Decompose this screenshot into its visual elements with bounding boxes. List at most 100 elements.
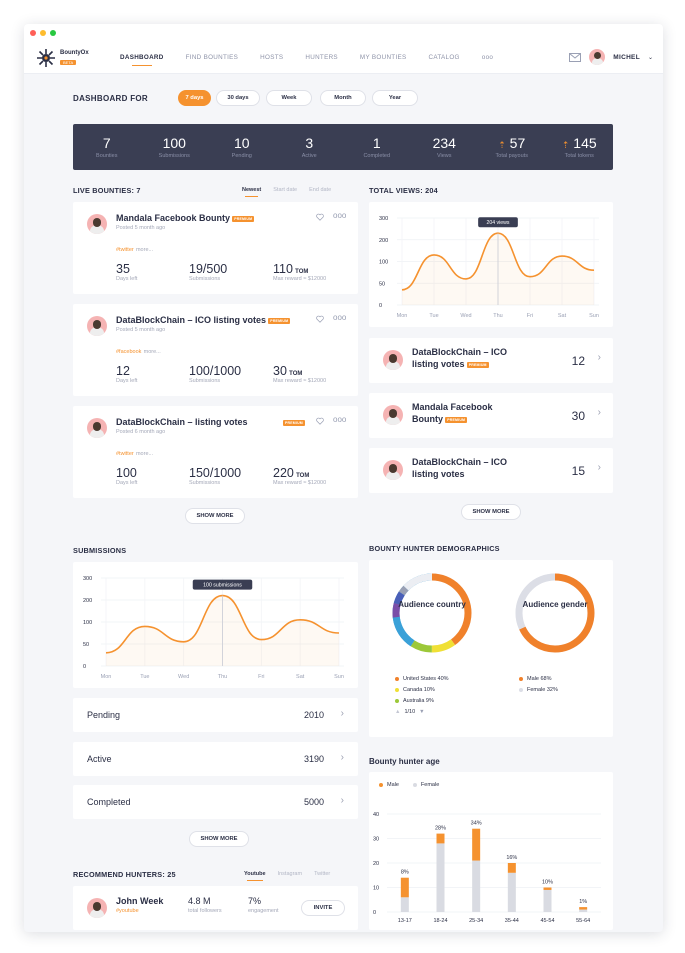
posted-date: Posted 6 month ago <box>116 429 166 435</box>
premium-badge: PREMIUM <box>232 215 255 222</box>
filter-year[interactable]: Year <box>372 90 418 106</box>
chevron-down-icon[interactable]: ⌄ <box>647 54 653 61</box>
mail-icon[interactable] <box>569 52 582 62</box>
bounty-tag[interactable]: #twitter <box>116 451 134 457</box>
submissions-row-completed[interactable]: Completed 5000 › <box>73 785 358 819</box>
bar-female <box>472 860 481 912</box>
stat-views[interactable]: 234 Views <box>411 124 479 170</box>
filter-week[interactable]: Week <box>266 90 312 106</box>
views-list-item[interactable]: Mandala Facebook Bounty PREMIUM 30 › <box>369 393 613 438</box>
x-tick-label: 35-44 <box>505 918 519 924</box>
hunter-card[interactable]: John Week #youtube 4.8 M total followers… <box>73 886 358 930</box>
stat-completed[interactable]: 1 Completed <box>343 124 411 170</box>
stat-pending[interactable]: 10 Pending <box>208 124 276 170</box>
filter-30-days[interactable]: 30 days <box>216 90 260 106</box>
x-tick-label: Sat <box>558 313 567 319</box>
bar-male <box>543 887 552 890</box>
x-tick-label: 13-17 <box>398 918 412 924</box>
reward-label: Max reward ≈ $12000 <box>273 378 327 384</box>
row-label: Active <box>87 754 112 764</box>
menu-hosts[interactable]: HOSTS <box>260 54 284 61</box>
bar-male <box>436 833 445 844</box>
views-list-item[interactable]: DataBlockChain – ICO listing votes PREMI… <box>369 338 613 383</box>
sort-end-date[interactable]: End date <box>309 187 332 193</box>
filter-7-days[interactable]: 7 days <box>178 90 211 106</box>
tab-twitter[interactable]: Twitter <box>314 871 331 877</box>
bounty-card[interactable]: DataBlockChain – listing votes PREMIUM P… <box>73 406 358 498</box>
stat-submissions[interactable]: 100 Submissions <box>141 124 209 170</box>
menu-more[interactable]: ooo <box>481 54 494 61</box>
live-bounties-show-more-button[interactable]: SHOW MORE <box>185 508 245 524</box>
chevron-right-icon[interactable]: › <box>340 752 344 763</box>
minimize-window-button[interactable] <box>40 30 46 36</box>
more-link[interactable]: more... <box>143 349 161 355</box>
chevron-right-icon[interactable]: › <box>597 462 601 473</box>
stat-value: 100 <box>162 135 186 151</box>
heart-icon[interactable] <box>316 315 324 323</box>
close-window-button[interactable] <box>30 30 36 36</box>
submissions-row-pending[interactable]: Pending 2010 › <box>73 698 358 732</box>
views-show-more-button[interactable]: SHOW MORE <box>461 504 521 520</box>
menu-catalog[interactable]: CATALOG <box>428 54 460 61</box>
more-link[interactable]: more... <box>135 451 154 457</box>
stat-total-payouts[interactable]: ⇡ 57 Total payouts <box>478 124 546 170</box>
bar-female <box>436 843 445 912</box>
stat-active[interactable]: 3 Active <box>276 124 344 170</box>
submissions-row-active[interactable]: Active 3190 › <box>73 742 358 776</box>
sort-newest[interactable]: Newest <box>242 187 262 197</box>
bounty-tag[interactable]: #facebook <box>116 349 142 355</box>
user-name[interactable]: MICHEL <box>613 53 640 61</box>
menu-my-bounties[interactable]: MY BOUNTIES <box>359 54 407 61</box>
demographics-title: BOUNTY HUNTER DEMOGRAPHICS <box>369 544 500 553</box>
more-options-icon[interactable]: ooo <box>333 415 347 424</box>
legend-label: United States 40% <box>403 676 449 682</box>
maximize-window-button[interactable] <box>50 30 56 36</box>
user-avatar[interactable] <box>589 49 606 65</box>
legend-label: Male <box>387 782 399 788</box>
menu-hunters[interactable]: HUNTERS <box>305 54 338 61</box>
donut-slice <box>392 573 472 653</box>
heart-icon[interactable] <box>316 213 324 221</box>
more-link[interactable]: more... <box>135 247 154 253</box>
stat-total-tokens[interactable]: ⇡ 145 Total tokens <box>546 124 614 170</box>
premium-badge: PREMIUM <box>466 361 489 368</box>
brand-logo[interactable]: BountyOx BETA <box>36 48 104 68</box>
y-tick-label: 0 <box>83 664 86 670</box>
views-list-item[interactable]: DataBlockChain – ICO listing votes 15 › <box>369 448 613 493</box>
views-item-title: DataBlockChain – ICO <box>412 347 508 357</box>
y-tick-label: 30 <box>373 837 379 843</box>
host-avatar <box>87 316 107 336</box>
chevron-right-icon[interactable]: › <box>597 352 601 363</box>
ox-logo-icon <box>37 48 55 67</box>
filter-month[interactable]: Month <box>320 90 366 106</box>
more-options-icon[interactable]: ooo <box>333 313 347 322</box>
top-navigation: BountyOx BETA DASHBOARD FIND BOUNTIES HO… <box>24 42 663 74</box>
invite-button[interactable]: INVITE <box>301 900 345 916</box>
bounty-tag[interactable]: #twitter <box>116 247 134 253</box>
stat-bounties[interactable]: 7 Bounties <box>73 124 141 170</box>
chevron-right-icon[interactable]: › <box>340 708 344 719</box>
x-tick-label: 25-34 <box>469 918 483 924</box>
bounty-card[interactable]: DataBlockChain – ICO listing votes PREMI… <box>73 304 358 396</box>
tab-youtube[interactable]: Youtube <box>244 871 266 881</box>
bounty-title[interactable]: Mandala Facebook Bounty <box>116 213 231 223</box>
sort-start-date[interactable]: Start date <box>273 187 298 193</box>
premium-badge: PREMIUM <box>283 420 305 426</box>
submissions-show-more-button[interactable]: SHOW MORE <box>189 831 249 847</box>
arrow-up-icon[interactable]: ▲ <box>395 709 401 715</box>
chevron-right-icon[interactable]: › <box>340 795 344 806</box>
menu-dashboard[interactable]: DASHBOARD <box>120 54 164 66</box>
y-tick-label: 50 <box>83 642 89 648</box>
y-tick-label: 10 <box>373 886 379 892</box>
hunter-name[interactable]: John Week <box>116 896 164 906</box>
chevron-right-icon[interactable]: › <box>597 407 601 418</box>
stat-label: Pending <box>231 153 252 159</box>
arrow-down-icon[interactable]: ▼ <box>419 709 425 715</box>
heart-icon[interactable] <box>316 417 324 425</box>
bounty-title[interactable]: DataBlockChain – listing votes <box>116 417 248 427</box>
more-options-icon[interactable]: ooo <box>333 211 347 220</box>
menu-find-bounties[interactable]: FIND BOUNTIES <box>185 54 239 61</box>
bounty-title[interactable]: DataBlockChain – ICO listing votes <box>116 315 267 325</box>
bounty-card[interactable]: Mandala Facebook Bounty PREMIUM Posted 5… <box>73 202 358 294</box>
tab-instagram[interactable]: Instagram <box>277 871 303 877</box>
